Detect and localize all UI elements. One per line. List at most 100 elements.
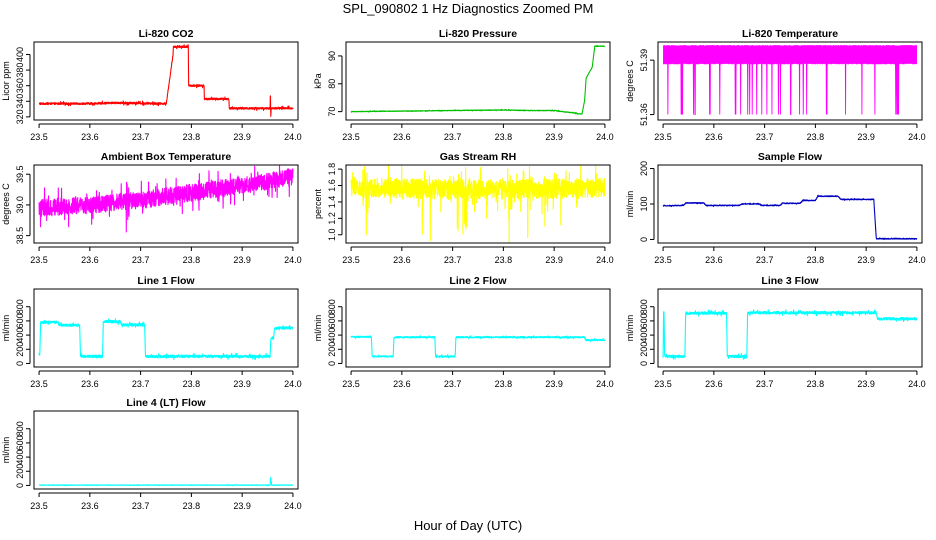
x-tick-label: 24.0 (908, 379, 926, 389)
y-tick-label: 200 (639, 161, 649, 176)
x-tick-label: 23.9 (857, 379, 875, 389)
x-tick-label: 23.7 (132, 255, 150, 265)
x-tick-label: 23.6 (81, 501, 99, 511)
y-tick-label: 800 (327, 299, 337, 314)
x-tick-label: 23.6 (81, 255, 99, 265)
series-group (350, 44, 606, 115)
x-tick-label: 23.6 (393, 132, 411, 142)
y-tick-label: 200 (15, 464, 25, 479)
panel-title: Line 1 Flow (137, 275, 195, 287)
panel-8: Line 2 Flow 23.5 23.6 23.7 23.8 23.9 24.0 0 2004… (313, 275, 614, 389)
x-axis: 23.5 23.6 23.7 23.8 23.9 24.0 (342, 370, 614, 389)
x-tick-label: 23.5 (30, 501, 48, 511)
series-group (662, 309, 918, 360)
y-tick-label: 200 (639, 342, 649, 357)
y-tick-label: 0 (639, 237, 649, 242)
x-tick-label: 24.0 (908, 255, 926, 265)
y-tick-label: 39.5 (15, 165, 25, 183)
y-axis-label: ml/min (1, 315, 11, 342)
x-tick-label: 23.5 (342, 379, 360, 389)
y-tick-label: 320 (15, 109, 25, 124)
x-tick-label: 23.8 (495, 132, 513, 142)
series-group (350, 335, 606, 359)
x-axis: 23.5 23.6 23.7 23.8 23.9 24.0 (30, 123, 302, 142)
x-tick-label: 23.5 (342, 255, 360, 265)
x-tick-label: 24.0 (596, 132, 614, 142)
x-tick-label: 23.7 (444, 132, 462, 142)
x-tick-label: 23.9 (545, 379, 563, 389)
y-axis-label: ml/min (1, 437, 11, 464)
x-tick-label: 23.7 (756, 255, 774, 265)
x-tick-label: 23.9 (233, 255, 251, 265)
x-tick-label: 23.8 (183, 379, 201, 389)
series-line (38, 318, 294, 360)
x-axis: 23.5 23.6 23.7 23.8 23.9 24.0 (30, 246, 302, 265)
x-tick-label: 23.8 (495, 379, 513, 389)
y-tick-label: 800 (15, 299, 25, 314)
y-tick-label: 0 (639, 361, 649, 366)
panel-title: Line 2 Flow (449, 275, 507, 287)
x-axis: 23.5 23.6 23.7 23.8 23.9 24.0 (30, 370, 302, 389)
y-tick-label: 1.2 (327, 212, 337, 225)
y-axis-label: ml/min (625, 191, 635, 218)
panel-2: Li-820 Pressure 23.5 23.6 23.7 23.8 23.9 24.0 7… (313, 28, 614, 142)
panel-title: Gas Stream RH (440, 151, 516, 163)
x-tick-label: 23.7 (444, 255, 462, 265)
x-tick-label: 24.0 (284, 255, 302, 265)
x-axis: 23.5 23.6 23.7 23.8 23.9 24.0 (654, 123, 926, 142)
x-axis-label: Hour of Day (UTC) (413, 518, 523, 533)
plot-frame (33, 164, 299, 244)
x-tick-label: 24.0 (596, 379, 614, 389)
y-tick-label: 360 (15, 78, 25, 93)
x-axis: 23.5 23.6 23.7 23.8 23.9 24.0 (654, 370, 926, 389)
x-tick-label: 23.9 (545, 132, 563, 142)
y-tick-label: 800 (639, 299, 649, 314)
y-tick-label: 800 (15, 421, 25, 436)
x-tick-label: 23.9 (233, 132, 251, 142)
x-tick-label: 24.0 (908, 132, 926, 142)
x-tick-label: 23.7 (444, 379, 462, 389)
panel-title: Line 4 (LT) Flow (126, 397, 206, 409)
y-tick-label: 90 (327, 51, 337, 61)
plot-frame (33, 41, 299, 121)
x-axis: 23.5 23.6 23.7 23.8 23.9 24.0 (342, 246, 614, 265)
plot-frame (657, 288, 923, 368)
y-tick-label: 400 (15, 47, 25, 62)
y-axis: 0 100 200 ml/min (625, 161, 655, 242)
x-tick-label: 24.0 (596, 255, 614, 265)
series-group (662, 194, 918, 241)
y-tick-label: 100 (639, 196, 649, 211)
x-tick-label: 24.0 (284, 132, 302, 142)
series-group (350, 165, 606, 243)
y-tick-label: 380 (15, 63, 25, 78)
y-tick-label: 340 (15, 94, 25, 109)
y-tick-label: 400 (15, 450, 25, 465)
x-axis: 23.5 23.6 23.7 23.8 23.9 24.0 (30, 492, 302, 511)
y-tick-label: 400 (639, 328, 649, 343)
panel-title: Line 3 Flow (761, 275, 819, 287)
series-group (38, 165, 294, 233)
x-tick-label: 23.5 (30, 379, 48, 389)
y-tick-label: 0 (327, 361, 337, 366)
plot-frame (33, 288, 299, 368)
x-tick-label: 23.6 (81, 379, 99, 389)
y-axis-label: percent (313, 188, 323, 219)
series-line (350, 165, 606, 243)
y-tick-label: 400 (327, 328, 337, 343)
panel-5: Gas Stream RH 23.5 23.6 23.7 23.8 23.9 24.0 1.0… (313, 151, 614, 265)
y-tick-label: 70 (327, 107, 337, 117)
series-group (38, 318, 294, 360)
x-tick-label: 23.7 (132, 379, 150, 389)
y-tick-label: 0 (15, 361, 25, 366)
x-tick-label: 23.7 (756, 379, 774, 389)
y-tick-label: 51.36 (639, 103, 649, 126)
plot-frame (657, 41, 923, 121)
series-group (38, 44, 294, 117)
panel-title: Li-820 CO2 (139, 28, 194, 40)
y-axis-label: degrees C (1, 183, 11, 225)
x-tick-label: 23.5 (30, 255, 48, 265)
